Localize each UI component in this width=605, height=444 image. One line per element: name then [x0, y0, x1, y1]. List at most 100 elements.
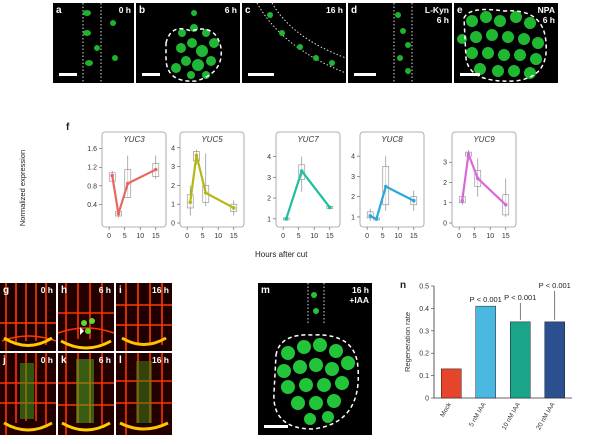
panel-k-image — [58, 353, 114, 435]
chart-yuc8: YUC8 1 2 3 4 0 5 10 15 — [351, 131, 425, 240]
series-line — [369, 185, 415, 221]
data-point — [475, 176, 480, 181]
panel-j: j 0 h — [0, 353, 56, 435]
y-tick-label: 3 — [171, 164, 175, 171]
x-tick-label: 15 — [410, 233, 418, 240]
panel-f-letter: f — [66, 122, 70, 133]
x-tick-label: 10 — [310, 233, 318, 240]
data-point — [194, 153, 199, 158]
x-tick-label: 5 — [381, 233, 385, 240]
y-tick-label: 3 — [267, 175, 271, 182]
bar — [544, 321, 565, 399]
x-tick-label: 15 — [152, 233, 160, 240]
x-tick-label: 0 — [457, 233, 461, 240]
y-tick-label: 2 — [351, 194, 355, 201]
data-point — [374, 217, 379, 221]
p-value-annotation: P < 0.001 — [539, 281, 571, 290]
y-tick-label: 0.4 — [87, 202, 97, 209]
y-tick-label: 3 — [443, 160, 447, 167]
y-tick-label: 0 — [425, 396, 429, 403]
data-point — [116, 211, 121, 216]
panel-b-letter: b — [139, 5, 146, 16]
panel-e-label: NPA 6 h — [538, 5, 555, 25]
panel-m-image — [273, 283, 360, 430]
chart-title: YUC7 — [297, 135, 319, 144]
panel-g-time: 0 h — [40, 285, 53, 295]
y-tick-label: 0.8 — [87, 183, 97, 190]
regeneration-bar-chart: 0 0.1 0.2 0.3 0.4 0.5 Regeneration rate Mock 5 n… — [403, 281, 572, 431]
series-line — [461, 153, 507, 206]
y-tick-label: 4 — [267, 154, 271, 161]
panel-m-treatment: +IAA — [349, 295, 369, 305]
panel-d-label: L-Kyn 6 h — [425, 5, 449, 25]
bar — [510, 321, 531, 399]
plot-frame — [451, 131, 517, 228]
y-tick-label: 1 — [171, 202, 175, 209]
panel-l-time: 16 h — [151, 355, 169, 365]
x-tick-label: 5 nM IAA — [468, 401, 488, 428]
panel-d: d L-Kyn 6 h — [348, 3, 452, 83]
series-line — [285, 169, 331, 220]
x-tick-label: 0 — [281, 233, 285, 240]
panel-d-letter: d — [351, 5, 358, 16]
panel-c-letter: c — [245, 5, 251, 16]
panel-m-label: 16 h +IAA — [349, 285, 369, 305]
panel-m-time: 16 h — [351, 285, 369, 295]
chart-title: YUC3 — [123, 135, 145, 144]
x-tick-label: 5 — [201, 233, 205, 240]
x-tick-label: Mock — [439, 401, 453, 419]
y-tick-label: 1.6 — [87, 146, 97, 153]
x-tick-label: 15 — [502, 233, 510, 240]
panel-m: m 16 h +IAA — [258, 283, 372, 435]
y-tick-label: 2 — [267, 196, 271, 203]
y-tick-label: 2 — [443, 180, 447, 187]
chart-title: YUC8 — [381, 135, 403, 144]
f-x-axis-label: Hours after cut — [255, 250, 308, 259]
panel-d-treatment: L-Kyn — [424, 5, 449, 15]
panel-k-time: 6 h — [98, 355, 111, 365]
panel-j-image — [0, 353, 56, 435]
panel-b: b 6 h — [136, 3, 240, 83]
p-value-annotation: P < 0.001 — [470, 295, 502, 304]
panel-a-time: 0 h — [118, 5, 131, 15]
panel-i-letter: i — [119, 285, 122, 296]
y-axis-label: Regeneration rate — [403, 312, 412, 372]
data-point — [460, 198, 465, 203]
panel-l: l 16 h — [116, 353, 172, 435]
data-point — [125, 181, 130, 186]
panel-k: k 6 h — [58, 353, 114, 435]
data-point — [299, 169, 304, 173]
series-line — [111, 168, 157, 215]
panel-m-letter: m — [261, 285, 270, 296]
panel-a: a 0 h — [53, 3, 134, 83]
panel-e: e NPA 6 h — [454, 3, 558, 83]
y-tick-label: 0 — [171, 221, 175, 228]
bar — [475, 305, 496, 399]
data-point — [188, 200, 193, 205]
x-tick-label: 15 — [326, 233, 334, 240]
x-tick-label: 5 — [123, 233, 127, 240]
panel-h-letter: h — [61, 285, 68, 296]
data-point — [327, 205, 332, 210]
chart-title: YUC5 — [201, 135, 223, 144]
x-tick-label: 0 — [185, 233, 189, 240]
data-point — [368, 214, 373, 218]
y-tick-label: 1 — [267, 216, 271, 223]
y-tick-label: 0.1 — [419, 373, 429, 380]
panel-d-image — [393, 3, 413, 83]
x-tick-label: 10 — [136, 233, 144, 240]
panel-g: g 0 h — [0, 283, 56, 351]
y-tick-label: 0.4 — [419, 306, 429, 313]
x-tick-label: 5 — [297, 233, 301, 240]
plot-frame — [179, 131, 245, 228]
panel-d-time: 6 h — [436, 15, 449, 25]
x-tick-label: 10 — [214, 233, 222, 240]
panel-n-letter: n — [400, 280, 407, 291]
data-point — [231, 206, 236, 210]
y-tick-label: 0 — [443, 221, 447, 228]
scale-bar — [59, 73, 77, 76]
scale-bar — [264, 425, 288, 428]
panel-g-letter: g — [3, 285, 10, 296]
y-tick-label: 4 — [351, 154, 355, 161]
y-tick-label: 1 — [443, 200, 447, 207]
